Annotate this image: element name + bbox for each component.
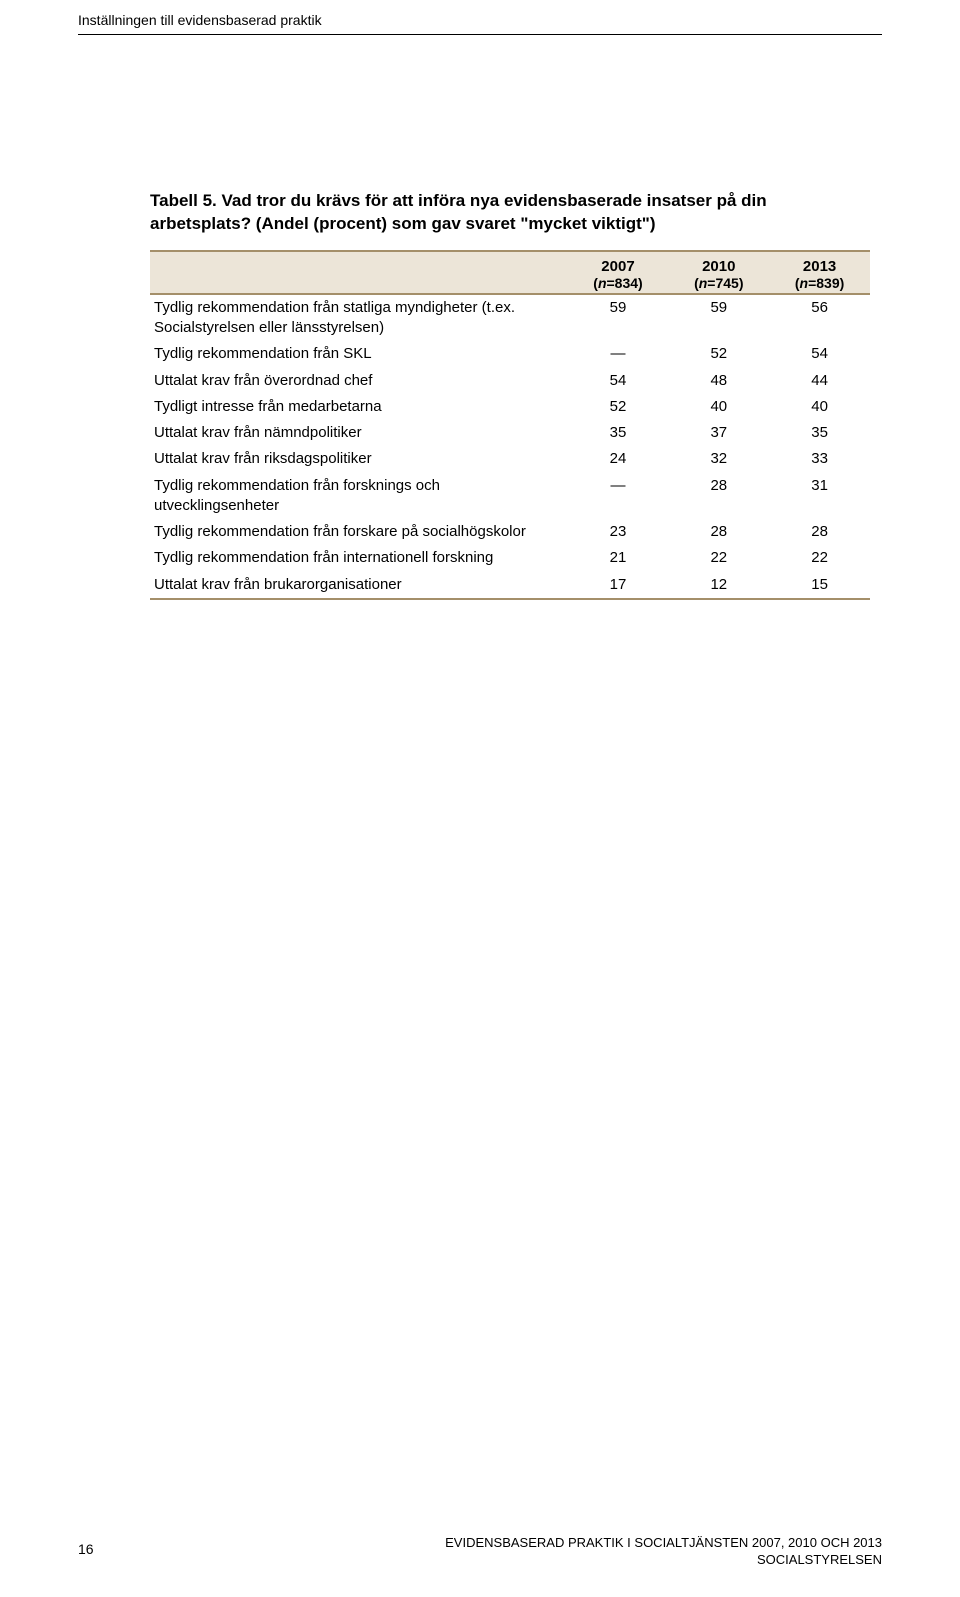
table-row: Tydlig rekommendation från SKL — 52 54 xyxy=(150,341,870,367)
cell: 59 xyxy=(668,294,769,342)
row-label: Tydlig rekommendation från statliga mynd… xyxy=(150,294,568,342)
table-row: Uttalat krav från riksdagspolitiker 24 3… xyxy=(150,446,870,472)
cell: 28 xyxy=(668,473,769,520)
header-year: 2007 xyxy=(601,258,634,275)
row-label: Tydlig rekommendation från internationel… xyxy=(150,545,568,571)
header-n-val: =839 xyxy=(808,275,840,291)
table-row: Tydlig rekommendation från internationel… xyxy=(150,545,870,571)
table-row: Uttalat krav från överordnad chef 54 48 … xyxy=(150,368,870,394)
cell: — xyxy=(568,341,669,367)
header-year: 2010 xyxy=(702,258,735,275)
header-n-val: =834 xyxy=(607,275,639,291)
cell: 54 xyxy=(769,341,870,367)
row-label: Tydlig rekommendation från SKL xyxy=(150,341,568,367)
table-row: Tydlig rekommendation från forskare på s… xyxy=(150,519,870,545)
table-body: Tydlig rekommendation från statliga mynd… xyxy=(150,294,870,599)
table-row: Tydlig rekommendation från statliga mynd… xyxy=(150,294,870,342)
row-label: Uttalat krav från nämndpolitiker xyxy=(150,420,568,446)
table-row: Uttalat krav från brukarorganisationer 1… xyxy=(150,572,870,599)
header-rule xyxy=(78,34,882,35)
cell: 32 xyxy=(668,446,769,472)
cell: 52 xyxy=(568,394,669,420)
table-header-row: 2007 (n=834) 2010 (n=745) 2013 (n=839) xyxy=(150,251,870,294)
header-n-prefix: n xyxy=(598,275,607,291)
cell: 59 xyxy=(568,294,669,342)
row-label: Uttalat krav från överordnad chef xyxy=(150,368,568,394)
footer-right: EVIDENSBASERAD PRAKTIK I SOCIALTJÄNSTEN … xyxy=(445,1534,882,1569)
cell: 44 xyxy=(769,368,870,394)
row-label: Tydlig rekommendation från forskare på s… xyxy=(150,519,568,545)
cell: 22 xyxy=(668,545,769,571)
footer-line-2: SOCIALSTYRELSEN xyxy=(445,1551,882,1569)
caption-text: Vad tror du krävs för att införa nya evi… xyxy=(150,191,767,233)
footer-line-1: EVIDENSBASERAD PRAKTIK I SOCIALTJÄNSTEN … xyxy=(445,1534,882,1552)
data-table: 2007 (n=834) 2010 (n=745) 2013 (n=839) T… xyxy=(150,250,870,600)
cell: 54 xyxy=(568,368,669,394)
content-area: Tabell 5. Vad tror du krävs för att infö… xyxy=(150,190,870,600)
cell: 21 xyxy=(568,545,669,571)
cell: 40 xyxy=(668,394,769,420)
cell: 28 xyxy=(668,519,769,545)
header-n-prefix: n xyxy=(699,275,708,291)
cell: 28 xyxy=(769,519,870,545)
header-n-val: =745 xyxy=(707,275,739,291)
header-col-1: 2007 (n=834) xyxy=(568,251,669,294)
cell: — xyxy=(568,473,669,520)
header-year: 2013 xyxy=(803,258,836,275)
header-col-3: 2013 (n=839) xyxy=(769,251,870,294)
row-label: Tydlig rekommendation från forsknings oc… xyxy=(150,473,568,520)
table-row: Tydligt intresse från medarbetarna 52 40… xyxy=(150,394,870,420)
cell: 37 xyxy=(668,420,769,446)
cell: 22 xyxy=(769,545,870,571)
cell: 17 xyxy=(568,572,669,599)
cell: 52 xyxy=(668,341,769,367)
cell: 15 xyxy=(769,572,870,599)
cell: 24 xyxy=(568,446,669,472)
cell: 31 xyxy=(769,473,870,520)
cell: 35 xyxy=(568,420,669,446)
cell: 35 xyxy=(769,420,870,446)
header-col-2: 2010 (n=745) xyxy=(668,251,769,294)
cell: 12 xyxy=(668,572,769,599)
header-n-prefix: n xyxy=(800,275,809,291)
header-blank xyxy=(150,251,568,294)
row-label: Tydligt intresse från medarbetarna xyxy=(150,394,568,420)
cell: 56 xyxy=(769,294,870,342)
cell: 33 xyxy=(769,446,870,472)
running-header: Inställningen till evidensbaserad prakti… xyxy=(78,12,322,28)
caption-label: Tabell 5. xyxy=(150,191,217,210)
table-row: Tydlig rekommendation från forsknings oc… xyxy=(150,473,870,520)
page-number: 16 xyxy=(78,1541,94,1557)
cell: 48 xyxy=(668,368,769,394)
cell: 40 xyxy=(769,394,870,420)
table-caption: Tabell 5. Vad tror du krävs för att infö… xyxy=(150,190,870,236)
cell: 23 xyxy=(568,519,669,545)
row-label: Uttalat krav från riksdagspolitiker xyxy=(150,446,568,472)
table-row: Uttalat krav från nämndpolitiker 35 37 3… xyxy=(150,420,870,446)
row-label: Uttalat krav från brukarorganisationer xyxy=(150,572,568,599)
